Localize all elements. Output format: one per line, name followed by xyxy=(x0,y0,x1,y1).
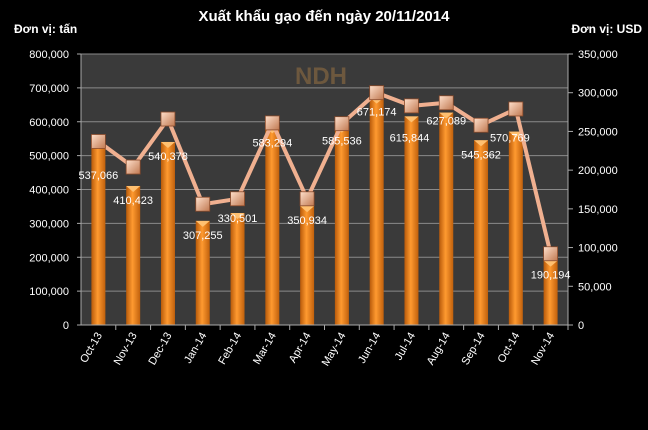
right-tick-label: 200,000 xyxy=(578,165,618,177)
bar-cap xyxy=(404,116,419,123)
right-tick-label: 150,000 xyxy=(578,204,618,216)
line-marker xyxy=(438,95,454,111)
bar-cap xyxy=(160,141,175,148)
left-tick-label: 800,000 xyxy=(29,49,69,61)
data-label: 570,769 xyxy=(490,133,530,145)
left-tick-label: 0 xyxy=(63,320,69,332)
line-marker xyxy=(369,85,385,101)
x-tick-label: Apr-14 xyxy=(287,331,314,366)
x-tick-label: Jan-14 xyxy=(182,331,209,366)
x-tick-label: Feb-14 xyxy=(216,331,244,367)
bar xyxy=(474,140,489,325)
line-marker xyxy=(230,191,245,207)
bar-cap xyxy=(474,140,489,147)
bar xyxy=(91,143,106,325)
bar xyxy=(160,141,175,325)
bar xyxy=(230,213,245,325)
chart-title: Xuất khẩu gạo đến ngày 20/11/2014 xyxy=(199,8,451,25)
left-unit-label: Đơn vị: tấn xyxy=(14,22,77,36)
bar xyxy=(508,131,523,325)
right-tick-label: 100,000 xyxy=(578,243,618,255)
line-marker xyxy=(299,191,315,207)
line-marker xyxy=(160,111,176,127)
right-tick-label: 0 xyxy=(578,320,584,332)
bar-cap xyxy=(126,185,141,192)
bar-cap xyxy=(543,260,558,267)
bar-cap xyxy=(508,131,523,138)
x-tick-label: Dec-13 xyxy=(146,331,174,368)
bar xyxy=(300,206,315,325)
left-tick-label: 300,000 xyxy=(29,218,69,230)
data-label: 330,501 xyxy=(218,213,258,225)
line-marker xyxy=(90,134,106,149)
x-tick-label: Sep-14 xyxy=(459,331,487,368)
left-axis: 0 100,000 200,000 300,000 400,000 500,000 600,… xyxy=(29,49,82,332)
x-tick-label: Jul-14 xyxy=(393,331,418,363)
data-label: 615,844 xyxy=(390,132,430,144)
line-marker xyxy=(508,101,524,117)
x-tick-label: Mar-14 xyxy=(251,331,279,367)
bar-cap xyxy=(195,220,210,227)
bar xyxy=(439,112,454,325)
bar-series xyxy=(91,97,558,326)
data-label: 583,294 xyxy=(252,137,292,149)
line-series xyxy=(90,85,559,262)
right-tick-label: 50,000 xyxy=(578,281,612,293)
left-tick-label: 700,000 xyxy=(29,83,69,95)
line-marker xyxy=(264,115,280,131)
bar xyxy=(265,127,280,326)
x-tick-label: Aug-14 xyxy=(425,331,453,368)
right-tick-label: 250,000 xyxy=(578,126,618,138)
line-marker xyxy=(473,117,489,133)
line-marker xyxy=(543,246,559,262)
bar-cap xyxy=(300,206,315,213)
x-axis: Oct-13 Nov-13 Dec-13 Jan-14 Feb-14 Mar-14 Apr-… xyxy=(78,324,569,369)
bar-data-labels: 537,066 410,423 540,378 307,255 330,501 583,2… xyxy=(79,107,571,282)
data-label: 671,174 xyxy=(357,107,397,119)
watermark-logo: NDH xyxy=(295,63,347,90)
x-tick-label: May-14 xyxy=(320,331,349,369)
data-label: 190,194 xyxy=(531,270,571,282)
x-tick-label: Oct-13 xyxy=(78,331,105,366)
left-tick-label: 200,000 xyxy=(29,252,69,264)
bar xyxy=(126,185,141,325)
left-tick-label: 600,000 xyxy=(29,117,69,129)
line-marker xyxy=(334,116,350,132)
bar xyxy=(543,260,558,325)
x-tick-label: Nov-14 xyxy=(529,331,557,368)
data-label: 627,089 xyxy=(426,116,466,128)
bar xyxy=(195,220,210,325)
right-axis: 0 50,000 100,000 150,000 200,000 250,000 300,0… xyxy=(567,49,618,332)
line-marker xyxy=(195,196,211,212)
right-tick-label: 300,000 xyxy=(578,88,618,100)
right-unit-label: Đơn vị: USD xyxy=(571,22,642,36)
data-label: 540,378 xyxy=(148,151,188,163)
bar-cap xyxy=(230,213,245,220)
line-marker xyxy=(125,159,141,175)
bar xyxy=(334,126,349,325)
data-label: 410,423 xyxy=(113,195,153,207)
line-marker xyxy=(404,98,419,114)
x-tick-label: Jun-14 xyxy=(356,331,383,366)
left-tick-label: 100,000 xyxy=(29,286,69,298)
data-label: 545,362 xyxy=(461,149,501,161)
left-tick-label: 500,000 xyxy=(29,151,69,163)
x-tick-label: Nov-13 xyxy=(112,331,140,368)
data-label: 585,536 xyxy=(322,136,362,148)
bar-cap xyxy=(439,112,454,119)
x-tick-label: Oct-14 xyxy=(496,331,523,366)
right-tick-label: 350,000 xyxy=(578,49,618,61)
data-label: 350,934 xyxy=(287,215,327,227)
data-label: 537,066 xyxy=(79,170,119,182)
data-label: 307,255 xyxy=(183,230,223,242)
left-tick-label: 400,000 xyxy=(29,185,69,197)
bar xyxy=(369,97,384,326)
bar xyxy=(404,116,419,325)
